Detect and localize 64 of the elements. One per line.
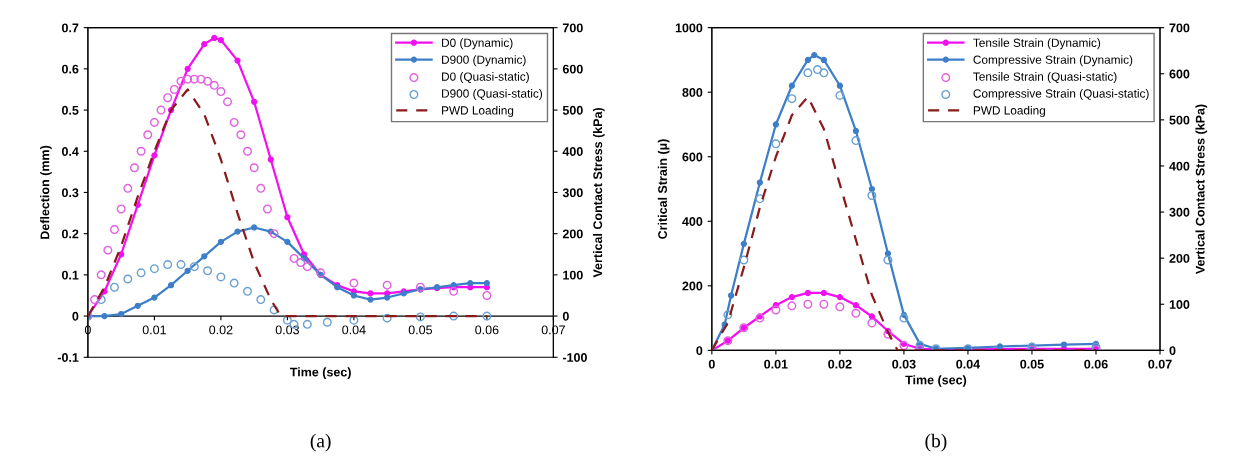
x-tick-label: 0.05 bbox=[1020, 359, 1044, 369]
y2-tick-label: 700 bbox=[562, 23, 583, 33]
x-tick-label: 0.07 bbox=[1148, 359, 1172, 369]
y2-tick-label: 700 bbox=[1169, 23, 1190, 33]
y-tick-label: 0.6 bbox=[61, 64, 79, 74]
y-tick-label: 0 bbox=[696, 346, 703, 356]
y2-tick-label: 400 bbox=[562, 147, 583, 156]
text: (b) bbox=[925, 433, 947, 452]
legend-label: D0 (Quasi-static) bbox=[442, 72, 529, 84]
legend-label: D900 (Dynamic) bbox=[442, 55, 526, 67]
x-tick-label: 0.01 bbox=[764, 359, 788, 369]
x-tick-label: 0.01 bbox=[142, 325, 166, 335]
y-tick-label: 0 bbox=[72, 311, 79, 321]
y-tick-label: 200 bbox=[682, 281, 703, 291]
y-axis-title: Deflection (mm) bbox=[40, 145, 52, 239]
y-tick-label: 400 bbox=[682, 217, 703, 226]
y-tick-label: 0.5 bbox=[61, 105, 79, 115]
y-tick-label: 600 bbox=[682, 152, 703, 162]
y2-axis-title: Vertical Contact Stress (kPa) bbox=[592, 107, 605, 278]
y-tick-label: 0.2 bbox=[61, 229, 79, 239]
text: (a) bbox=[310, 433, 331, 452]
x-tick-label: 0.02 bbox=[828, 359, 852, 369]
legend-label: Compressive Strain (Dynamic) bbox=[973, 55, 1133, 67]
x-tick-label: 0.02 bbox=[209, 325, 233, 335]
y-tick-label: 800 bbox=[682, 88, 703, 97]
legend-label: PWD Loading bbox=[442, 105, 514, 117]
x-tick-label: 0 bbox=[708, 359, 715, 369]
y2-tick-label: 500 bbox=[562, 105, 583, 115]
legend-label: Tensile Strain (Dynamic) bbox=[973, 38, 1101, 50]
x-tick-label: 0.03 bbox=[892, 359, 916, 369]
y-axis-title: Critical Strain (μ) bbox=[657, 139, 670, 239]
x-axis-title: Time (sec) bbox=[289, 367, 351, 379]
y2-tick-label: 200 bbox=[1169, 253, 1190, 263]
y2-tick-label: -100 bbox=[562, 353, 587, 362]
x-axis-title: Time (sec) bbox=[905, 375, 967, 387]
y2-tick-label: 0 bbox=[1169, 346, 1176, 356]
y2-tick-label: 500 bbox=[1169, 115, 1190, 125]
x-tick-label: 0.04 bbox=[956, 359, 981, 369]
x-tick-label: 0.06 bbox=[475, 325, 499, 335]
y2-tick-label: 100 bbox=[563, 270, 583, 280]
y2-axis-title: Vertical Contact Stress (kPa) bbox=[1195, 104, 1208, 275]
legend-label: D0 (Dynamic) bbox=[442, 38, 513, 50]
x-tick-label: 0.03 bbox=[275, 325, 300, 335]
y2-tick-label: 200 bbox=[562, 229, 583, 239]
y-tick-label: 0.1 bbox=[61, 270, 79, 280]
legend-label: D900 (Quasi-static) bbox=[442, 89, 543, 101]
x-tick-label: 0.06 bbox=[1084, 359, 1108, 369]
y2-tick-label: 0 bbox=[562, 311, 569, 321]
y2-tick-label: 300 bbox=[1169, 207, 1190, 217]
y2-tick-label: 600 bbox=[1169, 69, 1190, 79]
y2-tick-label: 600 bbox=[562, 64, 583, 74]
y2-tick-label: 400 bbox=[1169, 161, 1190, 171]
y-tick-label: 1000 bbox=[675, 23, 703, 33]
x-tick-label: 0.05 bbox=[408, 325, 433, 335]
y-tick-label: -0.1 bbox=[57, 353, 79, 362]
legend-label: PWD Loading bbox=[973, 105, 1045, 117]
y-tick-label: 0.4 bbox=[61, 147, 79, 156]
y-tick-label: 0.7 bbox=[61, 23, 79, 33]
y2-tick-label: 100 bbox=[1169, 300, 1190, 309]
y-tick-label: 0.3 bbox=[61, 188, 79, 198]
legend-label: Compressive Strain (Quasi-static) bbox=[973, 89, 1149, 101]
legend-label: Tensile Strain (Quasi-static) bbox=[973, 72, 1117, 84]
x-tick-label: 0.04 bbox=[342, 325, 366, 335]
y2-tick-label: 300 bbox=[562, 188, 583, 198]
